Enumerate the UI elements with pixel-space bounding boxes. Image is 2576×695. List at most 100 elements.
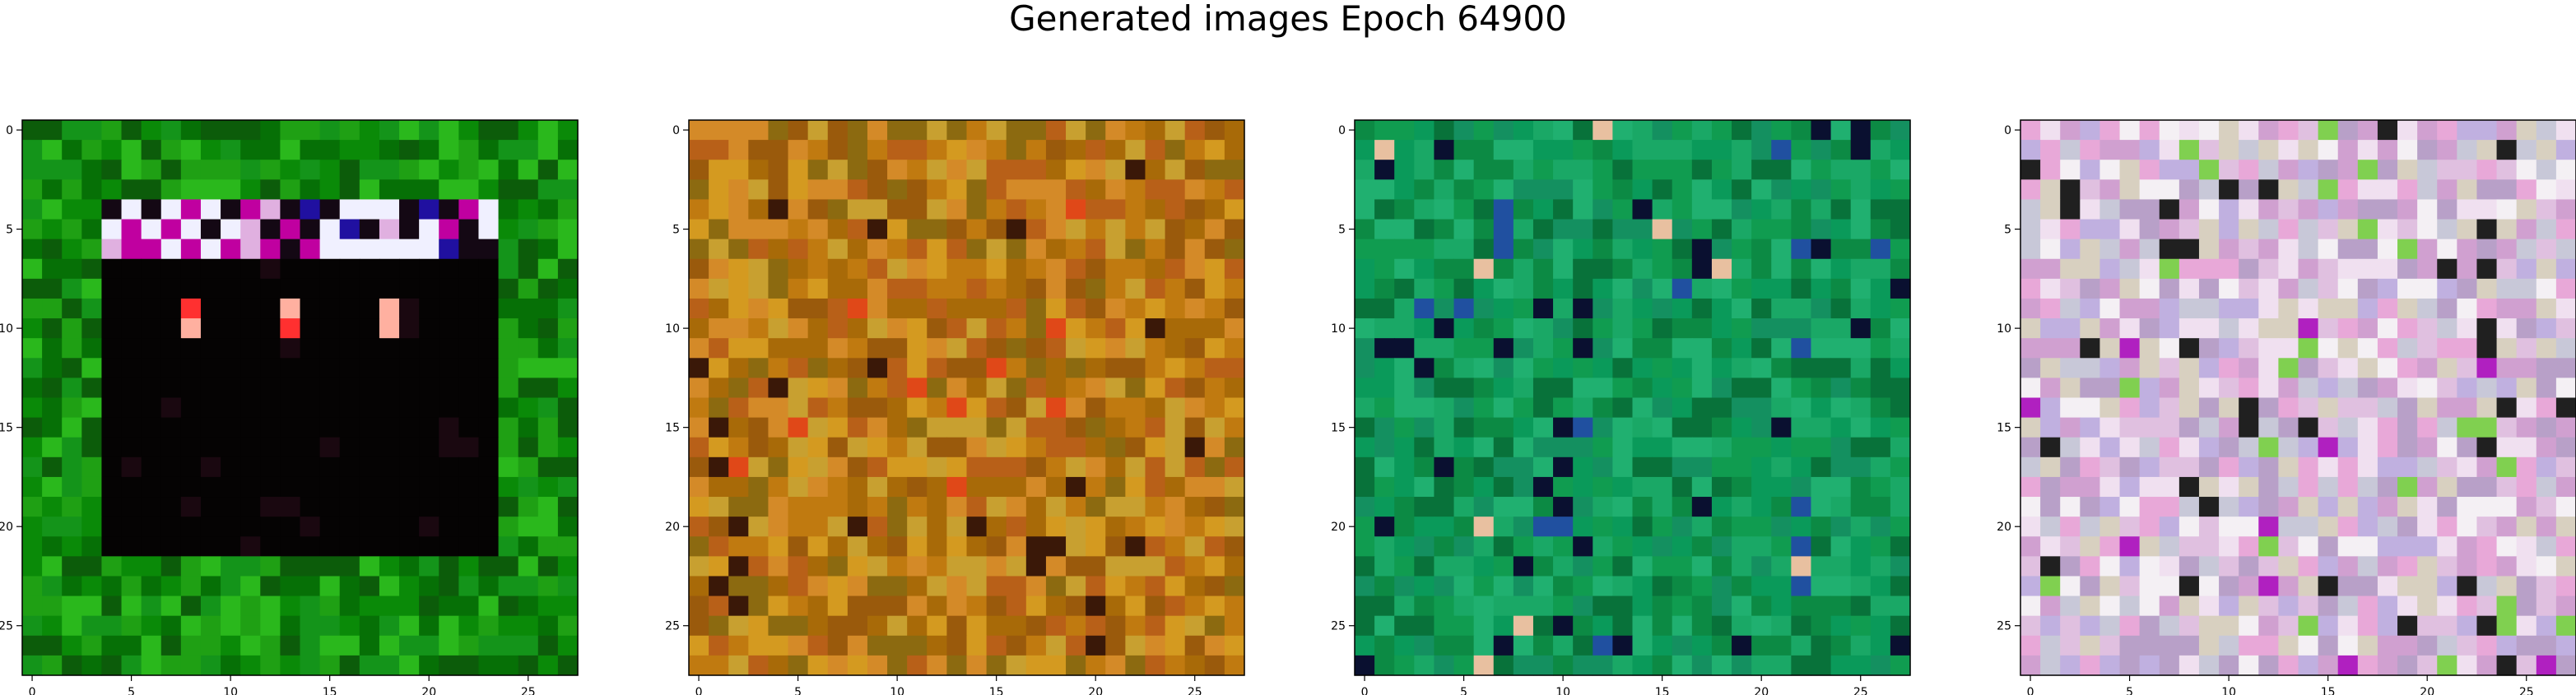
image-pixel [827,278,849,299]
image-pixel [319,358,341,378]
image-pixel [966,615,988,637]
image-pixel [300,338,321,359]
image-pixel [399,318,420,339]
image-pixel [2139,615,2160,637]
image-pixel [1691,258,1713,280]
image-pixel [2337,160,2359,180]
image-pixel [141,239,162,260]
image-pixel [1672,576,1693,597]
image-pixel [1652,219,1673,240]
image-pixel [768,397,789,419]
image-pixel [1165,338,1186,359]
image-pixel [478,497,500,517]
image-pixel [728,476,749,498]
image-pixel [1632,298,1653,319]
image-pixel [1394,179,1415,201]
image-pixel [827,298,849,319]
image-pixel [1811,318,1832,339]
image-pixel [518,358,539,378]
image-pixel [1811,476,1832,498]
image-pixel [2555,536,2576,557]
image-pixel [141,140,162,160]
image-pixel [240,160,261,180]
image-pixel [867,120,888,141]
image-pixel [518,219,539,240]
image-pixel [300,576,321,597]
image-pixel [2457,576,2478,597]
image-pixel [557,199,579,220]
image-pixel [748,655,770,676]
image-pixel [2139,497,2160,517]
image-pixel [1105,239,1126,260]
image-pixel [2020,318,2041,339]
image-pixel [748,140,770,160]
image-pixel [1066,615,1086,637]
image-pixel [1025,239,1047,260]
image-pixel [1224,160,1245,180]
image-pixel [101,595,123,617]
image-pixel [1224,417,1245,438]
image-pixel [121,318,142,339]
image-pixel [160,556,182,577]
image-pixel [537,278,559,299]
image-pixel [788,338,809,359]
image-pixel [240,179,261,201]
image-pixel [1224,140,1245,160]
image-pixel [807,318,829,339]
image-pixel [1434,655,1455,676]
image-pixel [689,536,709,557]
image-pixel [399,160,420,180]
image-pixel [1204,536,1225,557]
image-pixel [2536,199,2557,220]
image-pixel [867,239,888,260]
image-pixel [478,338,500,359]
image-pixel [1045,160,1067,180]
image-pixel [1374,239,1395,260]
image-pixel [1006,358,1027,378]
image-pixel [907,556,928,577]
image-pixel [518,456,539,478]
image-pixel [1811,378,1832,399]
image-pixel [1870,199,1891,220]
image-pixel [1850,556,1872,577]
image-pixel [2020,298,2041,319]
image-pixel [1513,160,1534,180]
image-pixel [2397,358,2418,378]
image-pixel [788,378,809,399]
image-pixel [2437,595,2457,617]
image-pixel [1771,298,1792,319]
image-pixel [1553,536,1574,557]
image-pixel [160,437,182,458]
image-pixel [1850,239,1872,260]
image-pixel [2139,179,2160,201]
image-pixel [2397,378,2418,399]
image-pixel [439,517,459,537]
image-pixel [1771,199,1792,220]
image-pixel [927,497,947,517]
image-pixel [1394,517,1415,537]
image-pixel [867,536,888,557]
image-pixel [1224,219,1245,240]
image-pixel [1105,179,1126,201]
image-pixel [200,576,221,597]
image-pixel [1394,318,1415,339]
image-pixel [2020,576,2041,597]
image-pixel [1165,595,1186,617]
image-pixel [2318,258,2339,280]
image-pixel [2536,318,2557,339]
image-pixel [557,358,579,378]
image-pixel [2139,358,2160,378]
image-pixel [1532,655,1554,676]
image-pixel [1711,318,1732,339]
image-pixel [2178,517,2200,537]
image-pixel [1652,456,1673,478]
image-pixel [2555,199,2576,220]
image-pixel [2159,338,2180,359]
image-pixel [927,199,947,220]
image-pixel [81,239,103,260]
image-pixel [2239,239,2259,260]
image-pixel [887,635,908,656]
image-pixel [1811,179,1832,201]
image-pixel [2040,278,2061,299]
image-pixel [1870,358,1891,378]
